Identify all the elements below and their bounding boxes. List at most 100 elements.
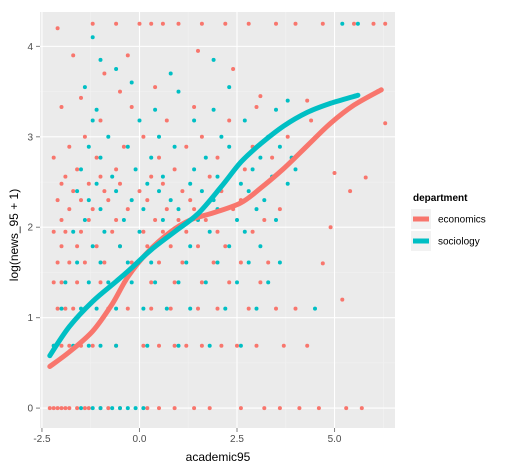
point-economics (67, 343, 72, 348)
point-sociology (192, 118, 197, 123)
grid-major (40, 12, 395, 428)
point-economics (106, 406, 111, 411)
point-economics (160, 229, 165, 234)
point-economics (320, 261, 325, 266)
point-economics (157, 343, 161, 348)
point-economics (67, 207, 72, 212)
point-economics (270, 155, 275, 160)
point-economics (246, 306, 251, 311)
point-economics (149, 21, 154, 26)
point-economics (199, 21, 204, 26)
point-sociology (246, 189, 251, 194)
point-sociology (157, 189, 161, 194)
point-sociology (141, 306, 146, 311)
point-economics (281, 343, 286, 348)
point-sociology (238, 181, 243, 186)
point-sociology (149, 155, 154, 160)
point-economics (215, 155, 220, 160)
point-economics (172, 167, 177, 172)
point-sociology (82, 85, 87, 90)
point-economics (137, 189, 142, 194)
point-economics (266, 260, 271, 265)
point-economics (199, 343, 204, 348)
point-sociology (98, 207, 103, 212)
point-economics (86, 181, 91, 186)
point-economics (211, 260, 216, 265)
point-sociology (118, 244, 122, 249)
point-economics (141, 343, 146, 348)
point-sociology (176, 89, 181, 94)
point-sociology (192, 167, 197, 172)
point-economics (149, 280, 154, 285)
point-economics (79, 198, 83, 203)
point-sociology (118, 406, 122, 411)
point-sociology (277, 144, 282, 149)
point-sociology (75, 260, 80, 265)
point-economics (67, 144, 72, 149)
point-sociology (227, 85, 232, 90)
point-economics (227, 118, 232, 123)
point-economics (383, 21, 388, 26)
point-sociology (98, 260, 103, 265)
point-economics (121, 144, 126, 149)
point-economics (149, 174, 154, 179)
point-economics (51, 155, 56, 160)
x-tick-label: 2.5 (230, 434, 244, 445)
point-economics (180, 260, 185, 265)
point-sociology (94, 181, 99, 186)
point-sociology (102, 229, 107, 234)
point-economics (118, 181, 122, 186)
point-economics (47, 406, 52, 411)
legend-label-economics: economics (438, 215, 486, 226)
point-sociology (90, 244, 95, 249)
point-sociology (98, 57, 103, 62)
point-economics (223, 244, 228, 249)
point-sociology (86, 343, 91, 348)
point-sociology (227, 244, 232, 249)
point-sociology (176, 207, 181, 212)
plot-panel (40, 12, 395, 428)
y-tick-label: 2 (27, 223, 33, 234)
point-economics (59, 218, 64, 222)
point-economics (86, 218, 91, 222)
point-sociology (86, 198, 91, 203)
point-economics (110, 229, 115, 234)
point-sociology (125, 406, 130, 411)
point-economics (320, 21, 325, 26)
point-economics (207, 406, 212, 411)
point-economics (82, 260, 87, 265)
legend-label-sociology: sociology (438, 237, 480, 248)
point-economics (59, 280, 64, 285)
point-sociology (86, 280, 91, 285)
point-economics (254, 105, 259, 109)
point-sociology (106, 280, 111, 285)
point-sociology (79, 406, 83, 411)
point-economics (71, 53, 76, 58)
point-sociology (277, 260, 282, 265)
point-sociology (285, 98, 290, 103)
point-sociology (114, 306, 119, 311)
point-economics (168, 306, 173, 311)
point-sociology (219, 134, 224, 139)
point-economics (332, 171, 337, 175)
point-sociology (285, 181, 290, 186)
point-economics (160, 181, 165, 186)
point-economics (238, 406, 243, 411)
point-economics (82, 134, 87, 139)
point-economics (137, 21, 142, 26)
point-sociology (125, 260, 130, 265)
point-economics (215, 306, 220, 311)
point-sociology (188, 244, 193, 249)
point-sociology (254, 207, 259, 212)
y-tick-label: 1 (27, 313, 33, 324)
point-sociology (235, 218, 239, 222)
point-economics (176, 218, 181, 222)
point-sociology (79, 167, 83, 172)
point-economics (114, 167, 119, 172)
point-economics (285, 134, 290, 139)
point-economics (160, 21, 165, 26)
point-economics (238, 260, 243, 265)
point-sociology (176, 280, 181, 285)
point-sociology (164, 306, 169, 311)
point-sociology (141, 406, 146, 411)
